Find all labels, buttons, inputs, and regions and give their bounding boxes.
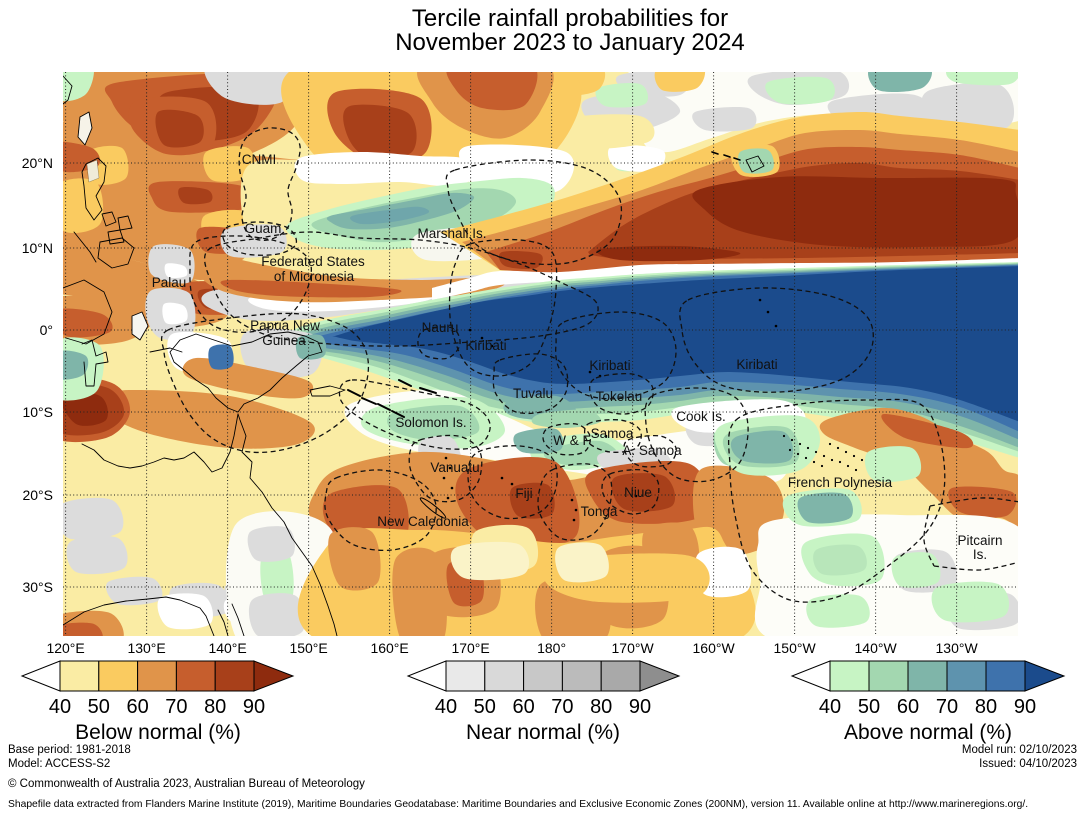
svg-text:Vanuatu: Vanuatu bbox=[430, 460, 479, 475]
svg-text:30°S: 30°S bbox=[22, 579, 53, 595]
svg-text:150°W: 150°W bbox=[774, 640, 817, 656]
svg-text:50: 50 bbox=[474, 696, 496, 718]
svg-text:Above normal (%): Above normal (%) bbox=[844, 721, 1012, 744]
svg-text:Below normal (%): Below normal (%) bbox=[75, 721, 241, 744]
svg-text:Marshall Is.: Marshall Is. bbox=[417, 226, 486, 241]
svg-text:70: 70 bbox=[551, 696, 573, 718]
svg-text:130°W: 130°W bbox=[936, 640, 979, 656]
svg-text:Pitcairn: Pitcairn bbox=[957, 533, 1002, 548]
svg-text:November 2023 to January 2024: November 2023 to January 2024 bbox=[395, 29, 745, 56]
svg-text:20°S: 20°S bbox=[22, 487, 53, 503]
svg-text:Samoa: Samoa bbox=[591, 426, 634, 441]
svg-text:Base period: 1981-2018: Base period: 1981-2018 bbox=[8, 744, 131, 756]
svg-text:90: 90 bbox=[243, 696, 265, 718]
svg-text:Near normal (%): Near normal (%) bbox=[466, 721, 620, 744]
svg-text:40: 40 bbox=[819, 696, 841, 718]
svg-text:Tuvalu: Tuvalu bbox=[513, 386, 553, 401]
svg-text:60: 60 bbox=[897, 696, 919, 718]
svg-text:120°E: 120°E bbox=[46, 640, 84, 656]
svg-text:Palau: Palau bbox=[152, 275, 187, 290]
svg-text:60: 60 bbox=[512, 696, 534, 718]
svg-text:50: 50 bbox=[88, 696, 110, 718]
svg-text:140°E: 140°E bbox=[208, 640, 246, 656]
svg-text:Issued: 04/10/2023: Issued: 04/10/2023 bbox=[979, 758, 1077, 770]
svg-text:Tonga: Tonga bbox=[581, 504, 618, 519]
svg-text:Shapefile data extracted from: Shapefile data extracted from Flanders M… bbox=[8, 799, 1028, 810]
svg-text:© Commonwealth of Australia 20: © Commonwealth of Australia 2023, Austra… bbox=[8, 778, 365, 790]
svg-text:CNMI: CNMI bbox=[242, 152, 277, 167]
svg-text:Cook Is.: Cook Is. bbox=[676, 409, 726, 424]
svg-text:French Polynesia: French Polynesia bbox=[788, 475, 893, 490]
svg-text:160°W: 160°W bbox=[693, 640, 736, 656]
svg-text:Federated States: Federated States bbox=[261, 254, 365, 269]
svg-text:Kiribati: Kiribati bbox=[736, 357, 777, 372]
svg-text:Fiji: Fiji bbox=[515, 486, 532, 501]
svg-text:of Micronesia: of Micronesia bbox=[274, 269, 355, 284]
svg-text:170°W: 170°W bbox=[612, 640, 655, 656]
svg-text:New Caledonia: New Caledonia bbox=[377, 514, 469, 529]
svg-text:Model: ACCESS-S2: Model: ACCESS-S2 bbox=[8, 758, 110, 770]
svg-text:80: 80 bbox=[204, 696, 226, 718]
svg-text:90: 90 bbox=[1014, 696, 1036, 718]
svg-text:Kiribati: Kiribati bbox=[589, 358, 630, 373]
svg-text:80: 80 bbox=[590, 696, 612, 718]
svg-text:Solomon Is.: Solomon Is. bbox=[395, 415, 466, 430]
svg-text:Nauru: Nauru bbox=[422, 320, 459, 335]
svg-text:70: 70 bbox=[165, 696, 187, 718]
svg-text:Model run: 02/10/2023: Model run: 02/10/2023 bbox=[962, 744, 1077, 756]
svg-text:170°E: 170°E bbox=[451, 640, 489, 656]
svg-text:40: 40 bbox=[49, 696, 71, 718]
svg-text:Is.: Is. bbox=[973, 547, 987, 562]
svg-text:Tercile rainfall probabilities: Tercile rainfall probabilities for bbox=[412, 5, 728, 32]
svg-text:80: 80 bbox=[975, 696, 997, 718]
svg-text:50: 50 bbox=[858, 696, 880, 718]
svg-text:20°N: 20°N bbox=[22, 155, 53, 171]
svg-text:Papua New: Papua New bbox=[250, 318, 320, 333]
svg-text:10°N: 10°N bbox=[22, 240, 53, 256]
svg-text:Guam: Guam bbox=[245, 221, 282, 236]
svg-text:Niue: Niue bbox=[624, 485, 652, 500]
svg-text:90: 90 bbox=[629, 696, 651, 718]
svg-text:130°E: 130°E bbox=[127, 640, 165, 656]
svg-text:Guinea: Guinea bbox=[262, 333, 306, 348]
svg-text:Tokelau: Tokelau bbox=[596, 389, 643, 404]
svg-text:160°E: 160°E bbox=[370, 640, 408, 656]
svg-text:40: 40 bbox=[435, 696, 457, 718]
svg-text:70: 70 bbox=[936, 696, 958, 718]
svg-text:A. Samoa: A. Samoa bbox=[622, 443, 682, 458]
svg-text:Kiribati: Kiribati bbox=[465, 338, 506, 353]
svg-text:60: 60 bbox=[126, 696, 148, 718]
svg-text:10°S: 10°S bbox=[22, 404, 53, 420]
svg-text:W & F: W & F bbox=[553, 433, 591, 448]
svg-text:150°E: 150°E bbox=[289, 640, 327, 656]
svg-text:0°: 0° bbox=[40, 322, 53, 338]
svg-text:140°W: 140°W bbox=[855, 640, 898, 656]
svg-text:180°: 180° bbox=[537, 640, 566, 656]
